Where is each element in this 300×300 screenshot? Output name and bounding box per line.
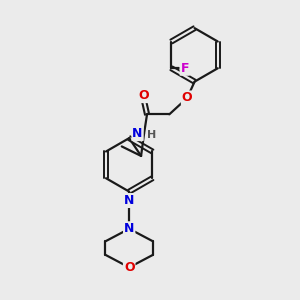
Text: O: O	[182, 92, 193, 104]
Text: N: N	[124, 194, 134, 207]
Text: N: N	[132, 127, 143, 140]
Text: N: N	[124, 222, 134, 235]
Text: H: H	[147, 130, 156, 140]
Text: O: O	[139, 89, 149, 102]
Text: O: O	[124, 261, 134, 274]
Text: F: F	[181, 62, 189, 75]
